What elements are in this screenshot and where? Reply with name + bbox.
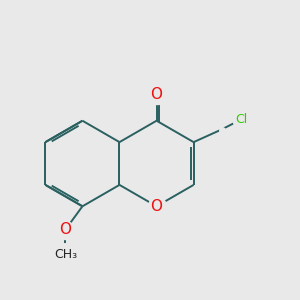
Text: O: O — [151, 87, 163, 102]
Text: O: O — [59, 222, 71, 237]
Text: CH₃: CH₃ — [54, 248, 77, 261]
Text: O: O — [151, 199, 163, 214]
Text: Cl: Cl — [235, 113, 247, 126]
